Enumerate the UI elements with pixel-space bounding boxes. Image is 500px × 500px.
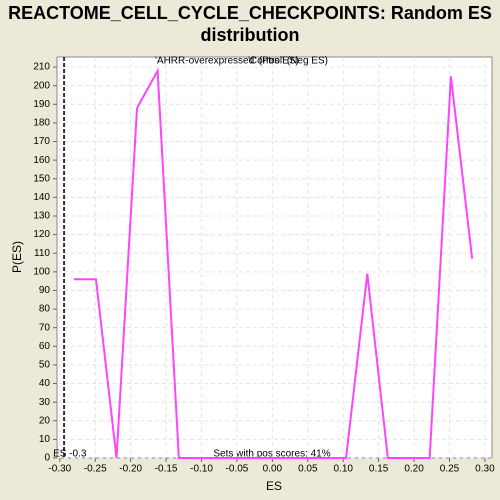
y-tick-label: 20 [39,415,51,426]
y-tick-label: 80 [39,304,51,315]
y-tick-label: 50 [39,360,51,371]
x-tick-label: 0.15 [369,464,389,475]
x-tick-label: -0.25 [84,464,107,475]
x-tick-label: 0.30 [475,464,495,475]
x-tick-label: -0.10 [190,464,213,475]
series-line [74,67,474,459]
y-tick-label: 30 [39,397,51,408]
y-tick-label: 100 [33,266,50,277]
x-tick-label: 0.25 [440,464,460,475]
x-tick-label: -0.20 [119,464,142,475]
y-tick-label: 200 [33,80,50,91]
legend-entry: 'Control' (Neg ES) [248,56,328,67]
y-tick-label: 140 [33,192,50,203]
y-tick-label: 180 [33,118,50,129]
x-tick-label: 0.10 [333,464,353,475]
y-tick-label: 90 [39,285,51,296]
legend-entry: 'AHRR-overexpressed' (Pos ES) [155,56,299,67]
y-tick-label: 10 [39,434,51,445]
y-tick-label: 120 [33,229,50,240]
y-tick-label: 0 [44,453,50,464]
y-tick-label: 40 [39,378,51,389]
y-tick-label: 160 [33,155,50,166]
y-tick-label: 210 [33,62,50,73]
y-tick-label: 150 [33,173,50,184]
x-tick-label: -0.30 [48,464,71,475]
y-axis-label: P(ES) [10,241,24,273]
x-tick-label: -0.15 [155,464,178,475]
y-tick-label: 110 [34,248,50,259]
y-tick-label: 60 [39,341,51,352]
x-tick-label: -0.05 [226,464,249,475]
x-tick-label: 0.05 [298,464,318,475]
x-axis-label: ES [266,479,282,493]
chart-title: REACTOME_CELL_CYCLE_CHECKPOINTS: Random … [8,3,492,45]
y-tick-label: 170 [33,136,50,147]
es-label: ES -0.3 [53,449,87,460]
plot-area [56,56,493,459]
annotation: Sets with pos scores: 41% [213,449,330,460]
x-tick-label: 0.20 [404,464,424,475]
y-tick-label: 70 [39,322,51,333]
y-tick-label: 190 [33,99,50,110]
y-tick-label: 130 [33,211,50,222]
x-tick-label: 0.00 [263,464,283,475]
